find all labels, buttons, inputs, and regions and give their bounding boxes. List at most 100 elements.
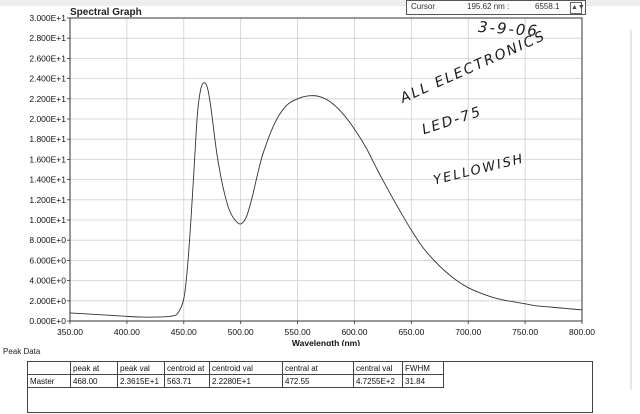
y-tick-label: 0.000E+0 xyxy=(29,316,66,326)
chart-series xyxy=(69,82,583,318)
x-tick-label: 750.00 xyxy=(512,327,538,337)
spectrum-data-point xyxy=(467,287,469,289)
y-tick-label: 3.000E+1 xyxy=(29,13,66,23)
spectrum-data-point xyxy=(210,108,212,110)
spectrum-data-point xyxy=(251,197,253,199)
x-tick-label: 350.00 xyxy=(57,327,83,337)
y-tick-label: 6.000E+0 xyxy=(29,255,66,265)
spectrum-data-point xyxy=(502,299,503,301)
peak-header-fwhm: FWHM xyxy=(402,361,444,375)
peak-table-header-row: peak at peak val centroid at centroid va… xyxy=(27,361,444,375)
spectrum-data-point xyxy=(456,280,458,281)
peak-cell-central-val: 4.7255E+2 xyxy=(353,374,403,388)
y-tick-label: 2.400E+1 xyxy=(29,74,66,84)
spectrum-data-point xyxy=(214,135,215,137)
spectrum-data-point xyxy=(513,301,515,303)
spectrum-data-point xyxy=(524,303,526,305)
y-tick-label: 1.800E+1 xyxy=(29,134,66,144)
spectrum-data-point xyxy=(479,292,480,294)
peak-header-peak-val: peak val xyxy=(117,361,165,375)
peak-cell-peak-val: 2.3615E+1 xyxy=(117,374,165,388)
scan-edge-right xyxy=(630,30,632,390)
y-tick-label: 2.000E+1 xyxy=(29,114,66,124)
spectrum-data-point xyxy=(172,315,173,317)
x-tick-label: 450.00 xyxy=(171,327,197,337)
peak-header-blank xyxy=(27,361,71,375)
spectrum-data-point xyxy=(228,209,230,211)
peak-header-central-val: central val xyxy=(353,361,403,375)
spectrum-data-point xyxy=(342,113,344,115)
y-tick-label: 2.800E+1 xyxy=(29,33,66,43)
scan-edge-top xyxy=(0,0,640,6)
spectrum-data-point xyxy=(160,316,162,318)
peak-header-peak-at: peak at xyxy=(70,361,118,375)
spectrum-data-point xyxy=(547,306,549,308)
y-tick-label: 4.000E+0 xyxy=(29,276,66,286)
spectrum-data-point xyxy=(177,312,179,314)
spectrum-data-point xyxy=(354,128,355,130)
spectrum-data-point xyxy=(240,223,242,225)
cursor-label: Cursor xyxy=(411,2,436,11)
spectrum-data-point xyxy=(200,88,202,90)
spectrum-data-point xyxy=(223,189,224,191)
cursor-x-value: 195.62 nm : xyxy=(467,2,510,11)
y-tick-label: 1.600E+1 xyxy=(29,154,66,164)
spectrum-data-point xyxy=(257,173,259,174)
spectrum-data-point xyxy=(410,229,412,231)
spectrum-data-point xyxy=(422,246,424,248)
table-row[interactable]: Master 468.00 2.3615E+1 563.71 2.2280E+1… xyxy=(27,374,444,388)
x-tick-label: 550.00 xyxy=(285,327,311,337)
y-tick-label: 2.200E+1 xyxy=(29,94,66,104)
spectrum-data-point xyxy=(308,95,310,97)
spectrum-data-point xyxy=(365,146,367,148)
spectrum-data-point xyxy=(103,314,105,316)
spectrum-data-point xyxy=(190,224,191,226)
x-tick-label: 800.00 xyxy=(569,327,595,337)
x-axis-label: Wavelength (nm) xyxy=(292,338,360,346)
spectrum-data-point xyxy=(274,122,276,124)
peak-header-centroid-at: centroid at xyxy=(164,361,210,375)
graph-window-title: Spectral Graph xyxy=(70,7,142,18)
peak-data-table: peak at peak val centroid at centroid va… xyxy=(27,361,444,388)
cursor-stepper-icon[interactable]: ▲▼ xyxy=(570,2,585,14)
x-tick-label: 400.00 xyxy=(114,327,140,337)
peak-cell-fwhm: 31.84 xyxy=(402,374,444,388)
spectrum-data-point xyxy=(203,82,205,83)
spectrum-data-point xyxy=(207,88,209,90)
spectrum-data-point xyxy=(399,210,401,212)
y-tick-label: 1.000E+1 xyxy=(29,215,66,225)
cursor-readout: Cursor 195.62 nm : 6558.1 xyxy=(406,0,586,15)
spectral-chart[interactable]: 350.00 400.00 450.00 500.00 550.00 600.00 650.… xyxy=(0,0,640,346)
peak-header-centroid-val: centroid val xyxy=(209,361,283,375)
y-tick-label: 1.200E+1 xyxy=(29,195,66,205)
chart-labels: 350.00 400.00 450.00 500.00 550.00 600.00 650.… xyxy=(29,13,595,346)
spectrum-data-point xyxy=(581,309,583,311)
spectrum-data-point xyxy=(137,316,139,318)
spectrum-data-point xyxy=(388,190,389,192)
cursor-y-value: 6558.1 xyxy=(535,2,560,11)
y-tick-label: 2.000E+0 xyxy=(29,296,66,306)
spectrum-data-point xyxy=(217,160,219,161)
spectrum-data-point xyxy=(445,271,446,272)
spectrum-data-point xyxy=(558,307,560,309)
peak-cell-peak-at: 468.00 xyxy=(70,374,118,388)
spectrum-data-point xyxy=(433,260,435,261)
spectrum-data-point xyxy=(285,105,287,107)
spectrum-data-point xyxy=(234,219,236,221)
spectrum-data-point xyxy=(193,169,195,170)
peak-header-central-at: central at xyxy=(282,361,354,375)
spectrum-data-point xyxy=(297,98,298,100)
peak-cell-name: Master xyxy=(27,374,71,388)
spectrum-data-point xyxy=(263,151,264,153)
y-tick-label: 1.400E+1 xyxy=(29,175,66,185)
peak-data-title: Peak Data xyxy=(3,347,41,356)
x-tick-label: 650.00 xyxy=(398,327,424,337)
y-tick-label: 2.600E+1 xyxy=(29,53,66,63)
spectrum-data-point xyxy=(186,270,188,271)
spectrum-data-point xyxy=(331,102,333,104)
plot-frame xyxy=(69,17,583,322)
spectrum-data-point xyxy=(376,169,378,170)
peak-cell-centroid-at: 563.71 xyxy=(164,374,210,388)
spectrum-data-point xyxy=(570,308,571,310)
spectrum-data-point xyxy=(197,113,198,115)
